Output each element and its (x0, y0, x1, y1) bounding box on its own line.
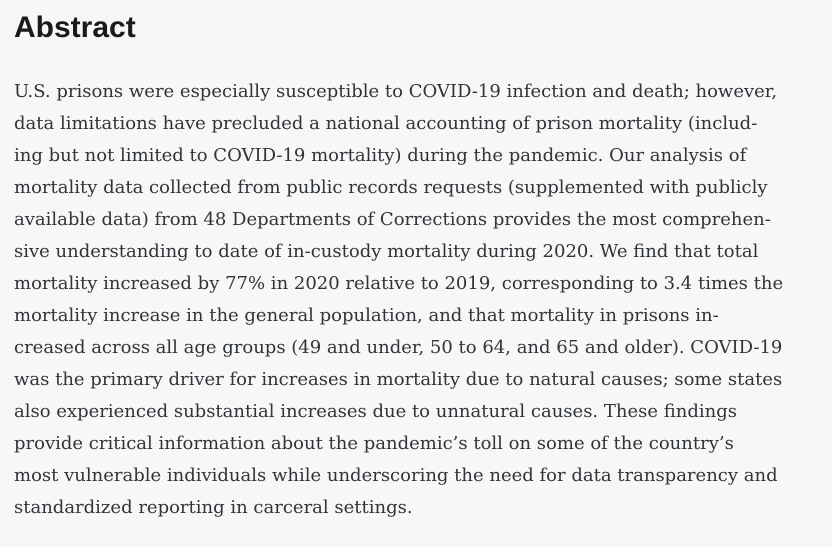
abstract-line: mortality data collected from public rec… (14, 177, 768, 198)
abstract-line: creased across all age groups (49 and un… (14, 337, 783, 358)
abstract-line: ing but not limited to COVID-19 mortalit… (14, 145, 747, 166)
abstract-line: provide critical information about the p… (14, 433, 734, 454)
abstract-line: also experienced substantial increases d… (14, 401, 737, 422)
abstract-line: sive understanding to date of in-custody… (14, 241, 759, 262)
abstract-heading: Abstract (14, 11, 136, 44)
abstract-line: U.S. prisons were especially susceptible… (14, 81, 778, 102)
abstract-line: mortality increased by 77% in 2020 relat… (14, 273, 784, 294)
abstract-line: data limitations have precluded a nation… (14, 113, 758, 134)
abstract-line: mortality increase in the general popula… (14, 305, 719, 326)
abstract-section: Abstract U.S. prisons were especially su… (14, 11, 818, 524)
abstract-line: most vulnerable individuals while unders… (14, 465, 778, 486)
abstract-body: U.S. prisons were especially susceptible… (14, 76, 818, 524)
abstract-line: available data) from 48 Departments of C… (14, 209, 771, 230)
abstract-line: was the primary driver for increases in … (14, 369, 783, 390)
abstract-line: standardized reporting in carceral setti… (14, 497, 413, 518)
